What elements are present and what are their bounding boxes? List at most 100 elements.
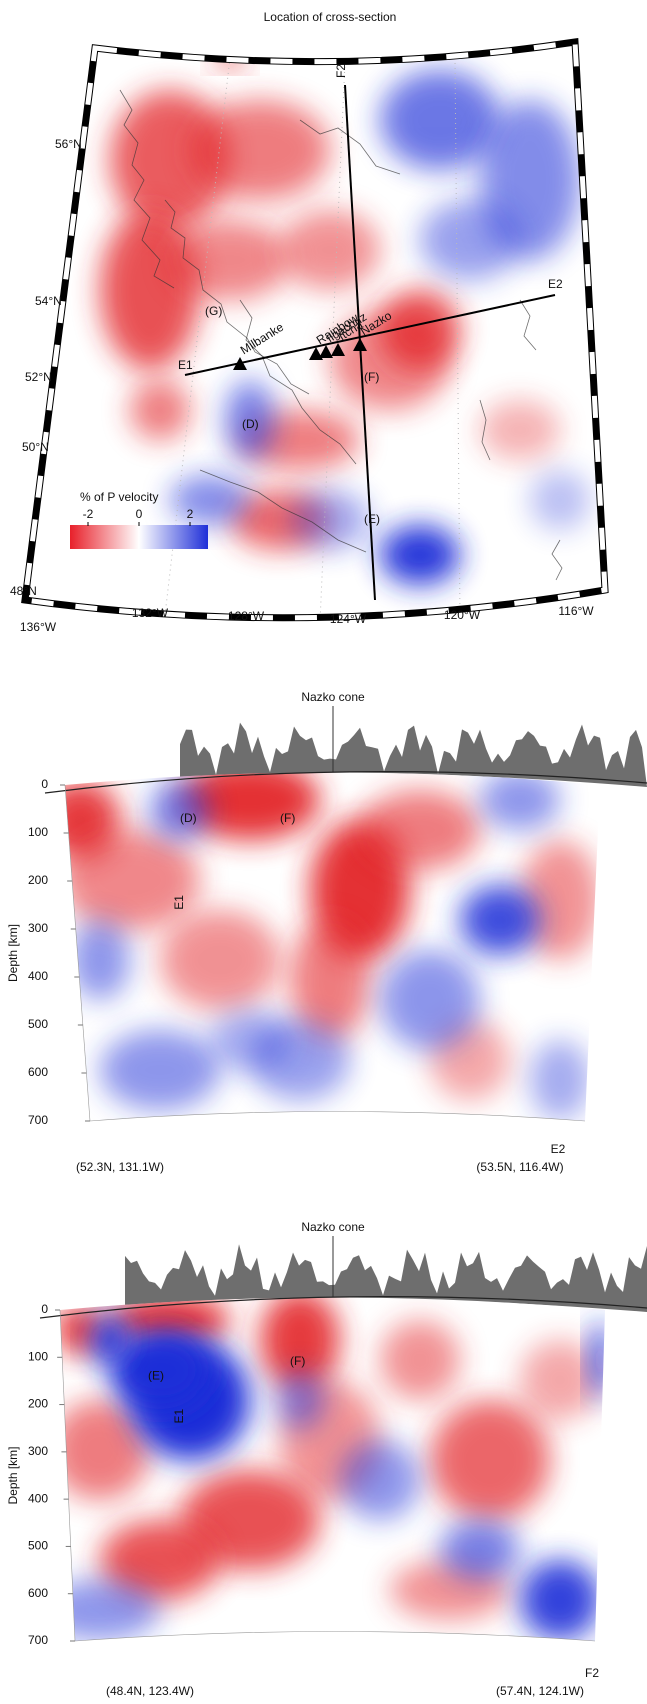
longitude-label: 128°W	[228, 609, 265, 623]
velocity-anomaly	[190, 100, 330, 200]
anomaly-label: (E)	[148, 1368, 164, 1382]
depth-tick-label: 700	[28, 1633, 48, 1647]
depth-tick-label: 400	[28, 1491, 48, 1505]
anomaly-label: (D)	[180, 811, 197, 825]
section-left-edge	[59, 1309, 76, 1642]
velocity-anomaly	[160, 910, 280, 1010]
colorbar	[70, 525, 208, 549]
velocity-anomaly	[380, 525, 460, 585]
anomaly-label: (G)	[205, 304, 222, 318]
velocity-anomaly	[380, 70, 500, 170]
velocity-anomaly	[380, 950, 480, 1050]
longitude-label: 124°W	[330, 612, 367, 626]
anomaly-label: (F)	[280, 811, 295, 825]
longitude-label: 120°W	[444, 608, 481, 622]
velocity-anomaly	[60, 1580, 160, 1640]
topography	[180, 722, 647, 787]
velocity-anomaly	[275, 1370, 325, 1430]
section-bottom	[74, 1631, 596, 1642]
velocity-anomaly	[170, 220, 290, 300]
latitude-label: 50°N	[22, 440, 49, 454]
velocity-anomaly	[100, 1030, 220, 1110]
end-name: F2	[585, 1666, 599, 1680]
coastline	[164, 199, 310, 395]
depth-tick-label: 500	[28, 1017, 48, 1031]
latitude-label: 52°N	[25, 370, 52, 384]
longitude-label: 116°W	[558, 604, 594, 618]
velocity-anomaly	[420, 200, 520, 280]
colorbar-title: % of P velocity	[80, 490, 158, 504]
latitude-label: 56°N	[55, 137, 82, 151]
profile-e	[184, 294, 556, 376]
profile-label: E2	[548, 277, 563, 291]
depth-axis-label: Depth [km]	[6, 1446, 20, 1504]
depth-tick-label: 700	[28, 1113, 48, 1127]
volcano-marker	[309, 347, 323, 360]
volcano-marker	[233, 357, 247, 370]
volcano-marker	[331, 343, 345, 356]
section-title: Nazko cone	[301, 690, 365, 704]
velocity-anomaly	[380, 1320, 460, 1400]
velocity-anomaly	[440, 1520, 520, 1580]
colorbar-tick-label: -2	[83, 507, 94, 521]
longitude-label: 136°W	[20, 620, 57, 634]
anomaly-label: E1	[172, 895, 186, 910]
section-field	[60, 1297, 605, 1641]
depth-tick-label: 300	[28, 1444, 48, 1458]
coastline	[299, 119, 401, 175]
velocity-anomaly	[170, 475, 250, 525]
volcano-marker	[319, 345, 333, 358]
map-frame-ticks	[22, 39, 608, 621]
depth-tick-label: 200	[28, 1397, 48, 1411]
depth-tick-label: 200	[28, 873, 48, 887]
longitude-label: 132°W	[132, 606, 169, 620]
velocity-anomaly	[360, 790, 480, 870]
depth-axis-label: Depth [km]	[6, 924, 20, 982]
section-left-edge	[64, 784, 91, 1122]
depth-tick-label: 600	[28, 1586, 48, 1600]
velocity-anomaly	[280, 210, 380, 290]
velocity-anomaly	[70, 920, 130, 1000]
velocity-anomaly	[530, 470, 590, 530]
velocity-anomaly	[380, 290, 460, 370]
anomaly-label: E1	[172, 1408, 186, 1423]
velocity-anomaly	[530, 1040, 590, 1120]
velocity-anomaly	[210, 1010, 290, 1070]
velocity-anomaly	[100, 1520, 220, 1600]
depth-tick-label: 0	[41, 1302, 48, 1316]
cross-section-f: Nazko cone 0 100 200 300 400 500 600 700 Depth [k…	[6, 1220, 647, 1698]
colorbar-tick-label: 0	[136, 507, 143, 521]
profile-label: E1	[178, 358, 193, 372]
cross-section-e: Nazko cone 0 100 200 300 400 500 600 700 Depth [k…	[6, 690, 647, 1174]
velocity-anomaly	[225, 380, 275, 460]
anomaly-label: (D)	[242, 417, 259, 431]
latitude-label: 54°N	[35, 294, 62, 308]
end-name: E2	[551, 1142, 566, 1156]
velocity-anomaly	[520, 840, 600, 960]
velocity-anomaly	[65, 830, 200, 930]
coastline	[199, 469, 367, 553]
velocity-anomaly	[290, 490, 370, 550]
profile-label: F2	[334, 64, 348, 78]
map-title: Location of cross-section	[264, 10, 397, 24]
section-bottom	[89, 1111, 586, 1122]
anomaly-label: (F)	[290, 1354, 305, 1368]
end-coordinate: (53.5N, 116.4W)	[476, 1160, 563, 1174]
velocity-anomaly	[150, 780, 210, 840]
start-coordinate: (48.4N, 123.4W)	[106, 1684, 194, 1698]
depth-tick-label: 400	[28, 969, 48, 983]
velocity-anomaly	[90, 1315, 130, 1365]
surface-line	[39, 1296, 647, 1319]
topography	[125, 1244, 647, 1312]
velocity-anomaly	[430, 1400, 550, 1520]
depth-tick-label: 0	[41, 777, 48, 791]
coastline	[551, 539, 563, 581]
velocity-anomaly	[590, 1320, 605, 1400]
velocity-anomaly	[340, 1440, 420, 1520]
graticule	[164, 57, 231, 616]
graticule	[319, 61, 346, 618]
velocity-anomaly	[520, 1340, 600, 1420]
